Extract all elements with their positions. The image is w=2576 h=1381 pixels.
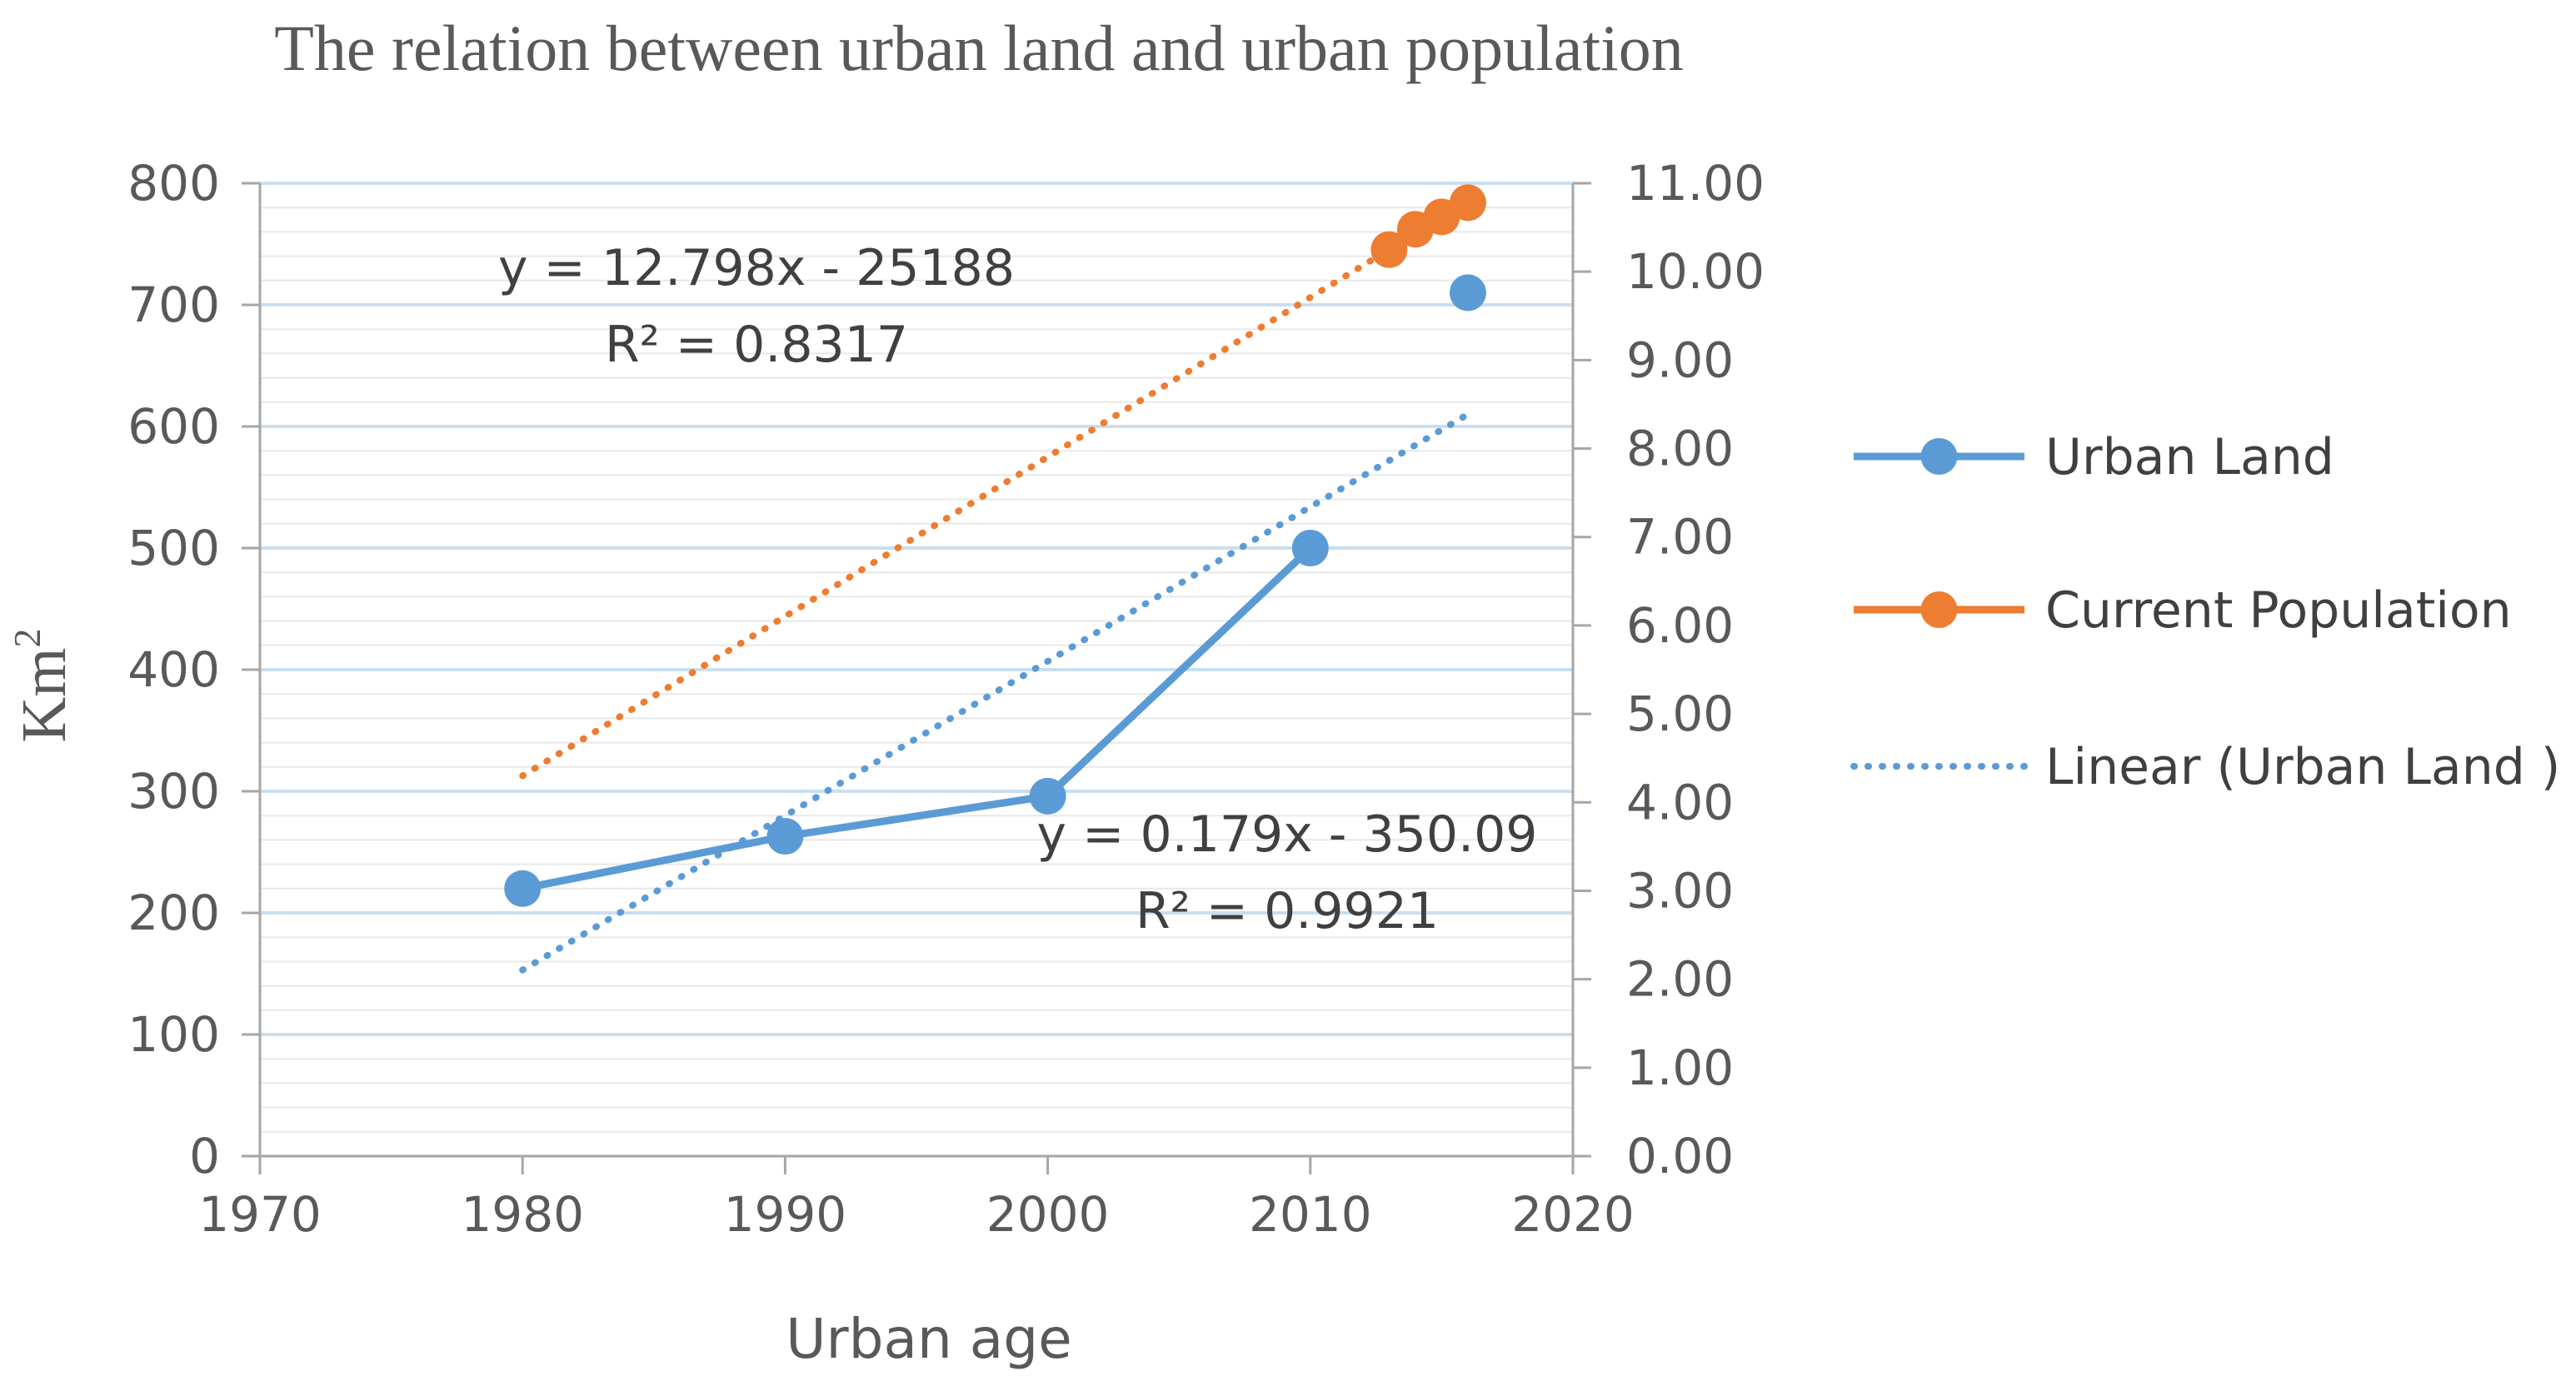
data-point — [1291, 530, 1329, 566]
x-tick-label: 2010 — [1249, 1186, 1372, 1243]
y-tick-label: 300 — [127, 763, 220, 820]
y-axis-title-base: Km — [9, 648, 79, 743]
trendline — [519, 411, 1471, 974]
trendline — [519, 246, 1393, 780]
y2-tick-label: 11.00 — [1626, 155, 1765, 212]
legend-label: Linear (Urban Land ) — [2045, 738, 2560, 796]
tick-labels: 0 100 200 300 400 500 600 700 800 0.00 1.00 2.00 3.0… — [127, 155, 1765, 1243]
series-line — [522, 545, 1313, 893]
y-tick-label: 700 — [127, 277, 220, 333]
y2-tick-label: 8.00 — [1626, 421, 1734, 477]
x-tick-label: 1970 — [198, 1186, 322, 1243]
legend-label: Urban Land — [2045, 428, 2334, 486]
y2-tick-label: 2.00 — [1626, 951, 1734, 1008]
legend: Urban Land Current Population Linear (Urba… — [1850, 428, 2560, 796]
y-tick-label: 100 — [127, 1006, 220, 1063]
y2-tick-label: 9.00 — [1626, 332, 1734, 388]
data-point — [1370, 231, 1408, 268]
data-point — [1449, 184, 1486, 222]
chart-title: The relation between urban land and urba… — [274, 12, 1684, 84]
y-tick-label: 200 — [127, 885, 220, 941]
y-axis-title-sup: 2 — [6, 629, 48, 648]
pop-r2: R² = 0.8317 — [605, 316, 908, 374]
y2-tick-label: 3.00 — [1626, 862, 1734, 919]
x-tick-label: 1990 — [724, 1186, 847, 1243]
y2-tick-label: 1.00 — [1626, 1039, 1734, 1096]
data-point — [766, 818, 804, 855]
data-point — [504, 870, 542, 907]
legend-swatch-marker — [1920, 591, 1958, 628]
pop-equation: y = 12.798x - 25188 — [498, 239, 1015, 297]
y2-tick-label: 6.00 — [1626, 597, 1734, 654]
x-tick-label: 2020 — [1511, 1186, 1635, 1243]
y-tick-label: 800 — [127, 155, 220, 212]
y2-tick-label: 5.00 — [1626, 686, 1734, 742]
y-tick-label: 400 — [127, 641, 220, 698]
land-equation: y = 0.179x - 350.09 — [1037, 805, 1538, 864]
x-tick-label: 1980 — [461, 1186, 584, 1243]
x-axis-title: Urban age — [786, 1307, 1072, 1371]
land-r2: R² = 0.9921 — [1136, 882, 1439, 940]
x-tick-label: 2000 — [986, 1186, 1110, 1243]
series-group — [504, 184, 1486, 907]
legend-swatch-marker — [1920, 438, 1958, 475]
y-axis-title: Km2 — [6, 629, 79, 743]
y-tick-label: 500 — [127, 520, 220, 576]
data-point — [1449, 274, 1486, 312]
y-tick-label: 0 — [189, 1128, 220, 1184]
data-point — [1029, 777, 1066, 815]
y-tick-label: 600 — [127, 398, 220, 455]
grid — [260, 182, 1573, 1133]
trendlines — [519, 246, 1471, 974]
y2-tick-label: 0.00 — [1626, 1128, 1734, 1184]
axes — [242, 182, 1591, 1174]
y2-tick-label: 4.00 — [1626, 774, 1734, 830]
legend-label: Current Population — [2045, 581, 2512, 640]
y2-tick-label: 7.00 — [1626, 509, 1734, 566]
y2-tick-label: 10.00 — [1626, 243, 1765, 300]
